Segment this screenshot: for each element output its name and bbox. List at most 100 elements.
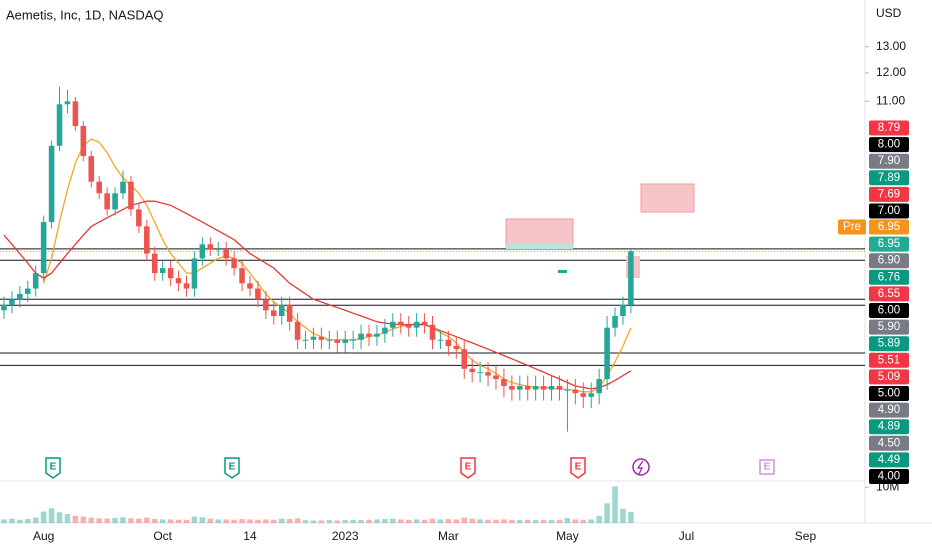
x-tick-label: 2023: [332, 529, 359, 543]
volume-bar: [477, 519, 483, 523]
volume-bar: [588, 519, 594, 523]
volume-bar: [366, 519, 372, 523]
candle-body: [278, 304, 285, 317]
event-icons: E E E E E: [45, 457, 775, 479]
y-tick-label: 13.00: [876, 39, 906, 53]
candle-body: [247, 283, 253, 289]
volume-bar: [350, 519, 356, 523]
candle-body: [421, 321, 428, 325]
price-badge: 5.51: [869, 352, 909, 368]
candle-body: [9, 299, 15, 305]
volume-bar: [421, 519, 428, 523]
price-badge-box: [869, 170, 909, 186]
volume-bar: [278, 518, 285, 523]
price-badge-box: [869, 419, 909, 435]
x-tick-label: Sep: [795, 529, 817, 543]
price-badge: 4.49: [869, 452, 909, 468]
price-badge-label: 7.90: [878, 155, 900, 167]
zone-box: [505, 218, 574, 248]
x-tick-label: 14: [243, 529, 257, 543]
candle-body: [191, 258, 198, 289]
volume-bar: [390, 518, 396, 523]
volume-bar: [437, 519, 444, 523]
candle-body: [64, 101, 71, 105]
volume-bar: [223, 519, 229, 523]
price-badge-label: 7.89: [878, 172, 900, 184]
candle-body: [397, 321, 404, 325]
price-badge-label: 7.69: [878, 188, 900, 200]
candle-body: [271, 310, 277, 317]
candle-body: [199, 244, 206, 259]
volume-bar: [247, 519, 253, 523]
volume-bar: [271, 519, 277, 523]
volume-bar: [485, 519, 491, 523]
candle-body: [517, 386, 523, 390]
candle-body: [24, 288, 31, 294]
candle-body: [80, 125, 87, 157]
price-badge-box: [869, 120, 909, 136]
price-badge-label: 6.90: [878, 255, 900, 267]
volume-bar: [620, 508, 626, 523]
earnings-icon[interactable]: E: [45, 457, 61, 479]
candle-body: [612, 316, 618, 328]
volume-bar: [191, 516, 198, 523]
price-badge-label: 5.00: [878, 388, 900, 400]
price-badge-label: 6.00: [878, 305, 900, 317]
price-badge-box: [869, 269, 909, 285]
candle-body: [40, 222, 47, 274]
volume-bar: [215, 519, 222, 523]
price-badge-label: 4.90: [878, 404, 900, 416]
currency-label: USD: [876, 6, 902, 20]
candle-body: [318, 336, 325, 340]
candle-body: [104, 193, 110, 210]
price-badge: 4.90: [869, 402, 909, 418]
price-badge-label: 5.51: [878, 354, 900, 366]
volume-bar: [159, 519, 166, 523]
volume-bar: [9, 518, 15, 523]
price-badge-label: 6.95: [878, 238, 900, 250]
candle-body: [382, 327, 388, 334]
volume-bar: [88, 517, 95, 523]
candle-body: [144, 226, 150, 254]
volume-bar: [580, 519, 587, 523]
candle-body: [334, 339, 341, 343]
volume-bar: [48, 508, 55, 523]
volume-bar: [509, 520, 515, 523]
earnings-icon[interactable]: E: [759, 459, 775, 475]
candle-body: [350, 339, 356, 341]
volume-bar: [405, 519, 412, 523]
volume-bar: [445, 519, 452, 523]
x-tick-label: Aug: [33, 529, 54, 543]
volume-bar: [104, 518, 110, 523]
premarket-name-box: [838, 219, 866, 235]
volume-bar: [628, 511, 634, 523]
volume-bar: [24, 519, 31, 523]
earnings-icon[interactable]: E: [570, 457, 586, 479]
volume-bar: [318, 520, 325, 523]
candle-body: [294, 321, 301, 340]
volume-bar: [461, 517, 468, 523]
price-badge-box: [869, 236, 909, 252]
volume-bar: [80, 516, 87, 523]
candle-body: [501, 379, 507, 387]
price-badge-box: [869, 435, 909, 451]
volume-bar: [469, 518, 475, 523]
candle-body: [159, 268, 166, 274]
chart-title: Aemetis, Inc, 1D, NASDAQ: [6, 7, 164, 22]
volume-bar: [255, 519, 261, 523]
price-badge: 7.00: [869, 203, 909, 219]
price-badge: 4.00: [869, 469, 909, 484]
premarket-box: [869, 219, 909, 235]
volume-bar: [382, 519, 388, 523]
svg-text:E: E: [50, 462, 57, 473]
price-badge-box: [869, 303, 909, 318]
dividend-icon[interactable]: [632, 458, 650, 476]
volume-bar: [493, 519, 499, 523]
earnings-icon[interactable]: E: [460, 457, 476, 479]
price-badge-box: [869, 386, 909, 401]
price-badge-label: 5.89: [878, 338, 900, 350]
earnings-icon[interactable]: E: [224, 457, 240, 479]
volume-bar: [32, 517, 39, 523]
price-badge-label: 7.00: [878, 205, 900, 217]
